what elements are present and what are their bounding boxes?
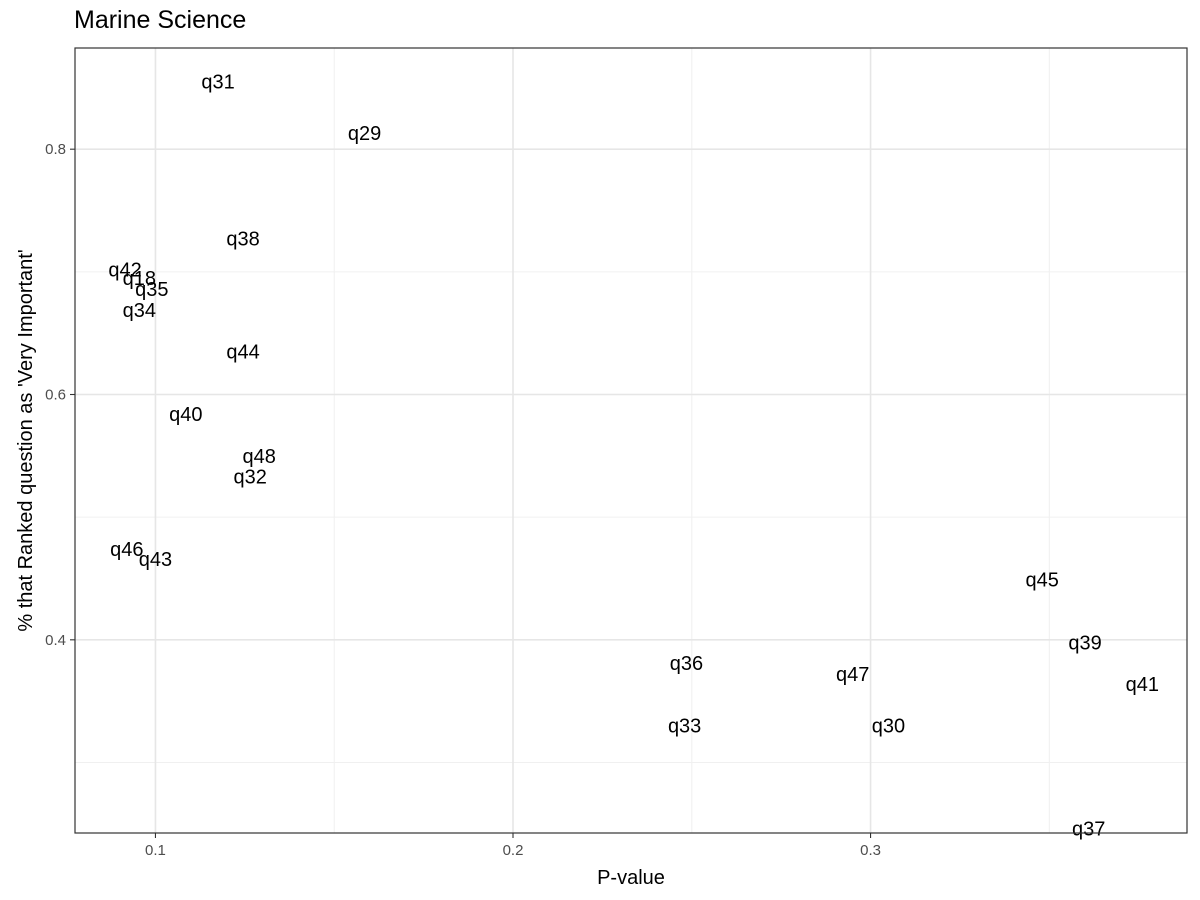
point-label: q31: [201, 72, 234, 94]
y-axis-title: % that Ranked question as 'Very Importan…: [15, 249, 37, 631]
point-label: q44: [226, 342, 259, 364]
x-axis-title: P-value: [597, 867, 665, 889]
point-label: q38: [226, 229, 259, 251]
point-label: q29: [348, 123, 381, 145]
y-tick-label: 0.6: [45, 387, 66, 404]
point-label: q48: [242, 446, 275, 468]
x-tick-label: 0.1: [145, 842, 166, 859]
point-label: q37: [1072, 819, 1105, 841]
point-label: q42: [108, 259, 141, 281]
point-label: q45: [1026, 570, 1059, 592]
point-label: q34: [123, 300, 156, 322]
point-label: q36: [670, 653, 703, 675]
point-label: q47: [836, 664, 869, 686]
chart-title: Marine Science: [74, 6, 247, 34]
point-label: q32: [234, 467, 267, 489]
point-label: q46: [110, 539, 143, 561]
point-label: q40: [169, 404, 202, 426]
point-label: q33: [668, 716, 701, 738]
y-tick-label: 0.8: [45, 141, 66, 158]
point-label: q43: [139, 549, 172, 571]
point-label: q39: [1068, 632, 1101, 654]
grid-layer: [75, 48, 1187, 833]
axis-ticks: 0.1 0.2 0.3 0.4 0.6 0.8: [45, 141, 881, 859]
point-label: q18: [123, 268, 156, 290]
y-tick-label: 0.4: [45, 632, 66, 649]
x-tick-label: 0.3: [860, 842, 881, 859]
x-tick-label: 0.2: [503, 842, 524, 859]
point-label: q35: [135, 279, 168, 301]
point-label: q30: [872, 716, 905, 738]
panel-border: [74, 47, 1188, 834]
point-label: q41: [1126, 674, 1159, 696]
